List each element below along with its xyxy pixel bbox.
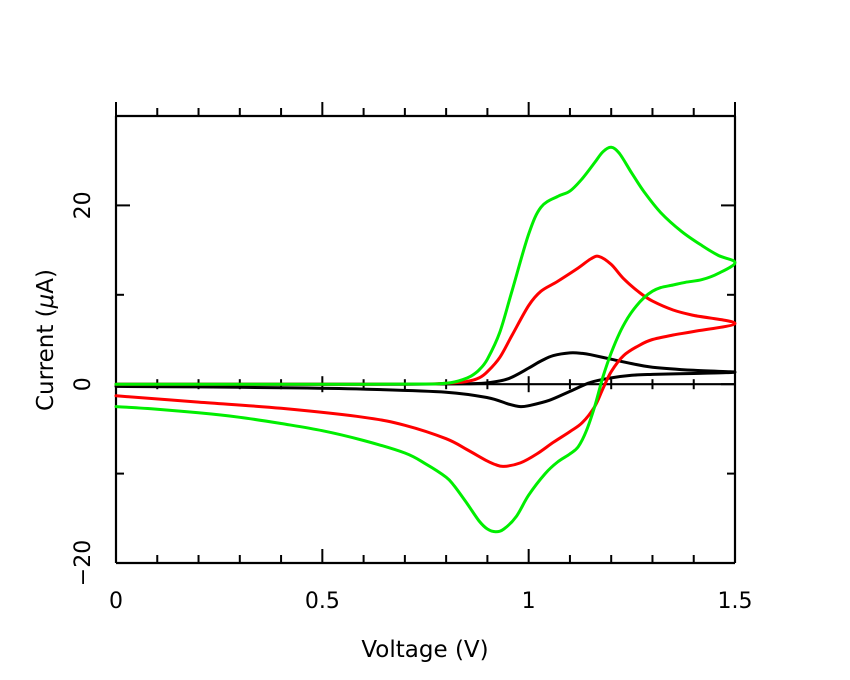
series-line-green [114,145,737,534]
series-line-red [114,254,737,468]
x-tick-label: 1 [522,589,536,614]
tick-labels: 0 0.5 1 1.5 −20 0 20 [71,191,753,614]
y-axis-title-suffix: A) [33,269,59,294]
x-tick-label: 1.5 [718,589,753,614]
series-line-black [114,351,737,409]
y-axis-title: Current (μA) [33,269,59,411]
series-lines [114,145,737,534]
y-tick-label: 0 [71,377,96,391]
y-axis-title-prefix: Current ( [33,308,59,411]
axis-ticks [115,102,736,564]
plot-frame [114,114,737,565]
x-axis-title: Voltage (V) [361,637,488,663]
y-axis-title-mu: μ [33,294,59,310]
y-tick-label: 20 [71,191,96,219]
x-tick-label: 0.5 [305,589,340,614]
x-tick-label: 0 [109,589,123,614]
y-tick-label: −20 [71,540,96,586]
